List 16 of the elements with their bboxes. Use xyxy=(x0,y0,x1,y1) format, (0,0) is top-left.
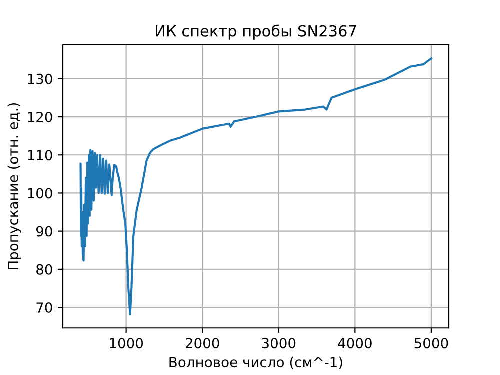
y-tick-label: 70 xyxy=(36,302,52,314)
chart-title: ИК спектр пробы SN2367 xyxy=(156,24,356,40)
x-tick-label: 3000 xyxy=(262,338,296,349)
y-tick-label: 80 xyxy=(36,264,52,275)
x-tick-label: 1000 xyxy=(110,338,144,349)
y-tick-label: 90 xyxy=(36,226,52,237)
y-tick-label: 130 xyxy=(28,74,52,84)
x-axis-title: Волновое число (см^-1) xyxy=(170,356,342,370)
y-axis-title: Пропускание (отн. ед.) xyxy=(8,103,22,270)
y-tick-label: 120 xyxy=(28,112,52,122)
y-tick-label: 100 xyxy=(28,188,52,199)
x-tick-label: 4000 xyxy=(338,338,372,349)
line-series xyxy=(80,58,432,316)
x-tick-label: 2000 xyxy=(186,338,220,349)
x-tick-label: 5000 xyxy=(414,338,448,349)
y-tick-label: 110 xyxy=(28,150,52,161)
